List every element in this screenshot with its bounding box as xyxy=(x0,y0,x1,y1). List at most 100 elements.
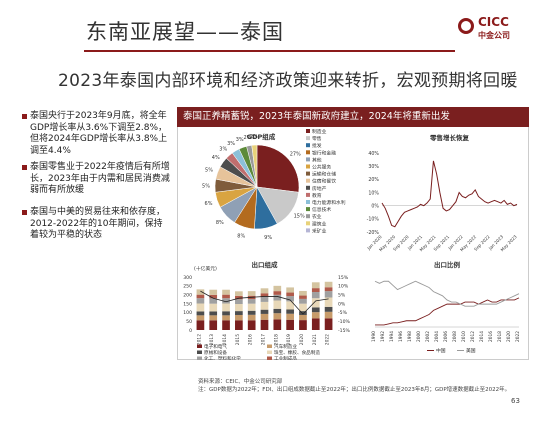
export-bar-segment xyxy=(209,320,218,330)
export-bar-segment xyxy=(196,298,205,304)
ratio-xtick-label: 1998 xyxy=(407,331,413,342)
export-xtick-label: 2015 xyxy=(235,334,241,345)
export-bar-segment xyxy=(273,294,282,301)
pie-legend-swatch xyxy=(306,207,310,212)
pie-slice xyxy=(256,144,300,193)
logo-subtext: 中金公司 xyxy=(478,31,510,40)
export-bar-segment xyxy=(299,298,307,304)
pie-legend-label: 电力能源和水利 xyxy=(312,199,346,206)
export-bar-segment xyxy=(286,309,294,314)
ratio-xtick-label: 2010 xyxy=(461,331,467,342)
export-bar-segment xyxy=(286,313,294,320)
export-bar-segment xyxy=(324,291,333,298)
export-xtick-label: 2016 xyxy=(248,334,254,345)
ratio-xtick-label: 2014 xyxy=(479,331,485,342)
export-xtick-label: 2019 xyxy=(286,334,292,345)
pie-legend-swatch xyxy=(306,171,310,176)
export-ytick-label: 100 xyxy=(183,310,192,316)
pie-slice-label: 8% xyxy=(216,220,224,226)
line-chart-export-ratio: 出口比例 1990 1992 1994 1996 1998 2000 2002 2004 2006… xyxy=(371,260,521,354)
export-ytick-label: 200 xyxy=(183,292,192,298)
retail-series-line xyxy=(381,160,518,228)
export-bar-segment xyxy=(222,294,230,299)
ratio-xtick-label: 2020 xyxy=(506,331,512,342)
export-bar-segment xyxy=(311,307,320,313)
bullet-text: 泰国央行于2023年9月底，将全年GDP增长率从3.6%下调至2.8%，但将20… xyxy=(30,111,168,156)
export-bar-segment xyxy=(324,318,333,330)
logo-icon xyxy=(458,18,474,34)
pie-legend-swatch xyxy=(306,129,310,133)
export-bar-segment xyxy=(324,281,333,288)
pie-slice-label: 4% xyxy=(212,155,220,161)
pie-legend-swatch xyxy=(306,228,310,233)
pie-legend-label: 农业 xyxy=(312,213,322,220)
export-bar-segment xyxy=(324,306,333,312)
ratio-xtick-label: 1992 xyxy=(380,331,386,342)
pie-legend-swatch xyxy=(306,185,310,190)
export-bar-segment xyxy=(209,298,218,304)
export-bar-segment xyxy=(299,320,307,330)
ratio-xtick-label: 2004 xyxy=(434,331,440,342)
pie-slice-label: 27% xyxy=(290,151,301,157)
export-xtick-label: 2021 xyxy=(312,334,318,345)
pie-slice-label: 2% xyxy=(243,135,251,141)
export-bar-segment xyxy=(235,320,243,330)
bullet-text: 泰国零售业于2022年疫情后有所增长，2023年由于内需和居民消费减弱而有所放缓 xyxy=(30,162,170,195)
pie-legend-swatch xyxy=(306,214,310,219)
export-bar-segment xyxy=(311,282,320,289)
export-bar-segment xyxy=(247,303,256,311)
export-ytick-label: 250 xyxy=(183,284,192,290)
ratio-xtick-label: 1990 xyxy=(371,331,377,342)
export-bar-segment xyxy=(209,315,218,321)
export-bar-segment xyxy=(299,303,307,312)
export-bar-segment xyxy=(247,310,256,315)
pie-legend-swatch xyxy=(306,157,310,162)
pie-legend-label: 采矿业 xyxy=(312,227,327,234)
bullet-text: 泰国与中美的贸易往来和依存度，2012-2022年的10年期间，保持着较为平稳的… xyxy=(30,207,166,240)
pie-legend-label: 信息技术 xyxy=(312,206,331,213)
bar-chart-export: 出口组成 (十亿美元)300 250 200 150 100 50 0 15% 10% 5% 0% -5… xyxy=(183,260,351,360)
pie-legend-swatch xyxy=(306,200,310,204)
export-bar-segment xyxy=(273,291,282,295)
export-y2tick-label: -15% xyxy=(338,328,351,334)
export-bar-segment xyxy=(260,293,269,297)
export-bar-segment xyxy=(222,303,230,312)
export-xtick-label: 2013 xyxy=(209,334,215,345)
retail-ytick-label: -20% xyxy=(367,230,380,236)
retail-ytick-label: 40% xyxy=(368,151,379,157)
export-legend-label: 工业制成品 xyxy=(274,355,297,360)
export-bar-segment xyxy=(299,290,307,296)
pie-slice-label: 5% xyxy=(202,183,210,189)
export-bar-segment xyxy=(311,318,320,330)
ratio-chart-title: 出口比例 xyxy=(434,260,461,269)
export-bar-segment xyxy=(260,296,269,302)
pie-legend-label: 其他 xyxy=(312,156,322,163)
retail-chart-title: 零售增长恢复 xyxy=(429,133,470,142)
pie-legend-swatch xyxy=(306,178,310,183)
export-bar-segment xyxy=(247,314,256,321)
export-ytick-label: 300 xyxy=(183,275,192,281)
export-legend-swatch xyxy=(197,356,202,360)
ratio-xtick-label: 2000 xyxy=(416,331,422,342)
export-bar-segment xyxy=(286,296,294,302)
pie-legend-swatch xyxy=(306,221,310,226)
pie-legend-label: 建筑业 xyxy=(312,220,327,227)
export-bar-segment xyxy=(196,315,205,321)
pie-slice-label: 2% xyxy=(250,134,258,140)
pie-slice-label: 5% xyxy=(205,168,213,174)
ratio-xtick-label: 2008 xyxy=(452,331,458,342)
pie-legend-swatch xyxy=(306,143,310,148)
export-bar-segment xyxy=(311,298,320,308)
export-bar-segment xyxy=(235,295,243,300)
bullet-square-icon xyxy=(22,165,27,170)
pie-legend-swatch xyxy=(306,164,310,169)
ratio-legend-label: 中国 xyxy=(436,347,446,354)
export-ylabel: (十亿美元) xyxy=(194,265,217,272)
export-xtick-label: 2012 xyxy=(196,334,202,345)
export-bar-segment xyxy=(235,291,243,296)
export-xtick-label: 2022 xyxy=(325,334,331,345)
export-legend-label: 珠宝、橡胶、食品制造 xyxy=(274,349,320,356)
export-bar-segment xyxy=(260,313,269,320)
export-bar-segment xyxy=(324,297,333,307)
export-bar-segment xyxy=(273,319,282,330)
